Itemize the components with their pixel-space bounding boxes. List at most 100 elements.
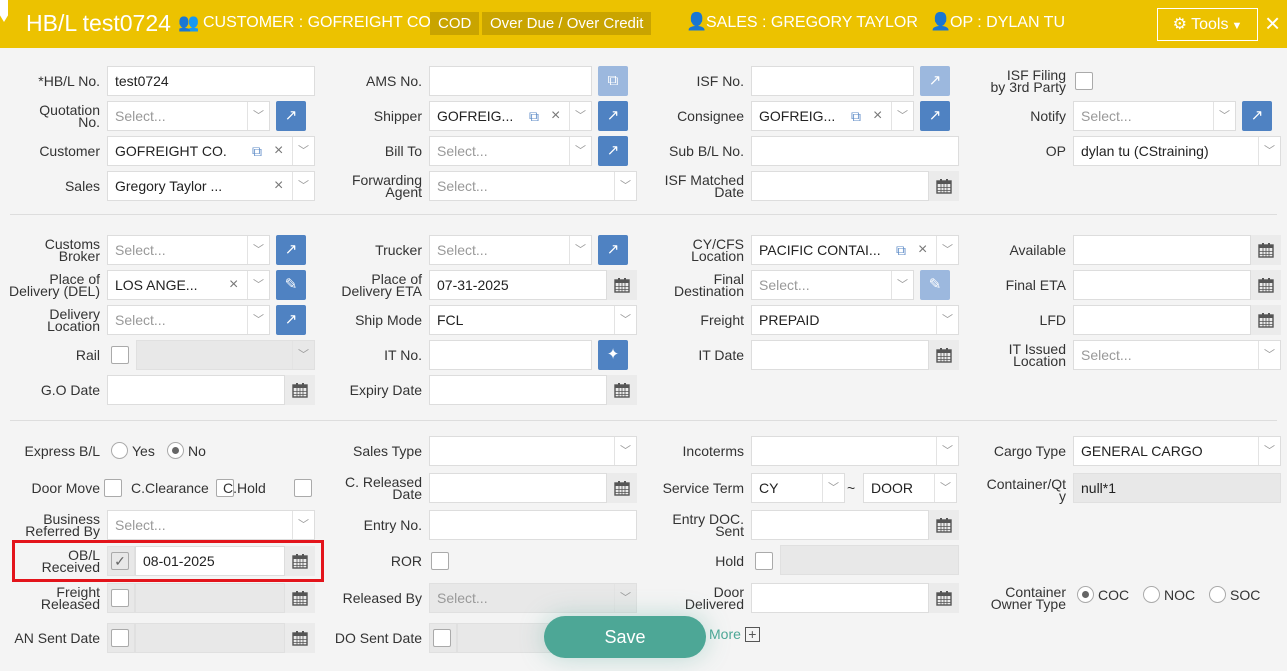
clear-icon[interactable]: × — [873, 107, 883, 124]
notify-arrow-button[interactable]: ↗ — [1242, 101, 1272, 131]
edit-icon[interactable]: ⧉ — [851, 108, 861, 124]
clear-icon[interactable]: × — [229, 276, 239, 293]
chevron-down-icon[interactable]: ﹀ — [934, 474, 956, 502]
g-o-date-date-input[interactable] — [107, 375, 285, 405]
consignee-arrow-button[interactable]: ↗ — [920, 101, 950, 131]
trucker-arrow-button[interactable]: ↗ — [598, 235, 628, 265]
entry-no-input[interactable] — [429, 510, 637, 540]
it-no-wand-button[interactable]: ✦ — [598, 340, 628, 370]
customs-broker-arrow-button[interactable]: ↗ — [276, 235, 306, 265]
sub-b-l-no-input[interactable] — [751, 136, 959, 166]
chevron-down-icon[interactable]: ﹀ — [891, 271, 913, 299]
it-no-input[interactable] — [429, 340, 592, 370]
ams-no-input[interactable] — [429, 66, 592, 96]
chevron-down-icon[interactable]: ﹀ — [569, 137, 591, 165]
clear-icon[interactable]: × — [274, 177, 284, 194]
it-issued-location-select[interactable]: Select... ﹀ — [1073, 340, 1281, 370]
bill-to-arrow-button[interactable]: ↗ — [598, 136, 628, 166]
service-term-to-select[interactable]: DOOR ﹀ — [863, 473, 957, 503]
clear-icon[interactable]: × — [274, 142, 284, 159]
edit-icon[interactable]: ⧉ — [252, 143, 262, 159]
calendar-icon[interactable] — [929, 171, 959, 201]
clear-icon[interactable]: × — [918, 241, 928, 258]
customs-broker-select[interactable]: Select... ﹀ — [107, 235, 270, 265]
calendar-icon[interactable] — [285, 375, 315, 405]
calendar-icon[interactable] — [1251, 235, 1281, 265]
place-of-delivery-eta-date-input[interactable]: 07-31-2025 — [429, 270, 607, 300]
cargo-type-select[interactable]: GENERAL CARGO ﹀ — [1073, 436, 1281, 466]
chevron-down-icon[interactable]: ﹀ — [1258, 341, 1280, 369]
tools-button[interactable]: ⚙ Tools ▼ — [1157, 8, 1258, 41]
calendar-icon[interactable] — [929, 510, 959, 540]
freight-select[interactable]: PREPAID ﹀ — [751, 305, 959, 335]
chevron-down-icon[interactable]: ﹀ — [614, 437, 636, 465]
notify-select[interactable]: Select... ﹀ — [1073, 101, 1236, 131]
rail-checkbox[interactable] — [111, 346, 129, 364]
trucker-select[interactable]: Select... ﹀ — [429, 235, 592, 265]
chevron-down-icon[interactable]: ﹀ — [292, 172, 314, 200]
door-move-checkbox[interactable] — [104, 479, 122, 497]
op-select[interactable]: dylan tu (CStraining) ﹀ — [1073, 136, 1281, 166]
door-delivered-date-input[interactable] — [751, 583, 929, 613]
isf-no-share-button[interactable]: ↗ — [920, 66, 950, 96]
calendar-icon[interactable] — [607, 375, 637, 405]
it-date-date-input[interactable] — [751, 340, 929, 370]
chevron-down-icon[interactable]: ﹀ — [614, 172, 636, 200]
delivery-location-select[interactable]: Select... ﹀ — [107, 305, 270, 335]
chevron-down-icon[interactable]: ﹀ — [247, 271, 269, 299]
save-button[interactable]: Save — [544, 616, 706, 658]
delivery-location-arrow-button[interactable]: ↗ — [276, 305, 306, 335]
calendar-icon[interactable] — [285, 583, 315, 613]
isf-matched-date-date-input[interactable] — [751, 171, 929, 201]
chevron-down-icon[interactable]: ﹀ — [569, 236, 591, 264]
c-hold-checkbox[interactable] — [294, 479, 312, 497]
calendar-icon[interactable] — [929, 583, 959, 613]
chevron-down-icon[interactable]: ﹀ — [936, 236, 958, 264]
hold-checkbox[interactable] — [755, 552, 773, 570]
ob-l-received-checkbox[interactable]: ✓ — [111, 552, 129, 570]
shipper-select[interactable]: GOFREIG... ﹀ × ⧉ — [429, 101, 592, 131]
radio-soc[interactable] — [1209, 586, 1226, 603]
customer-select[interactable]: GOFREIGHT CO. ﹀ × ⧉ — [107, 136, 315, 166]
radio-noc[interactable] — [1143, 586, 1160, 603]
service-term-from-select[interactable]: CY ﹀ — [751, 473, 845, 503]
chevron-down-icon[interactable]: ﹀ — [822, 474, 844, 502]
quotation-no-arrow-button[interactable]: ↗ — [276, 101, 306, 131]
final-destination-select[interactable]: Select... ﹀ — [751, 270, 914, 300]
lfd-date-input[interactable] — [1073, 305, 1251, 335]
close-icon[interactable]: × — [1265, 8, 1281, 38]
calendar-icon[interactable] — [607, 270, 637, 300]
hb-l-no-input[interactable]: test0724 — [107, 66, 315, 96]
final-eta-date-input[interactable] — [1073, 270, 1251, 300]
freight-released-checkbox[interactable] — [111, 589, 129, 607]
expiry-date-date-input[interactable] — [429, 375, 607, 405]
quotation-no-select[interactable]: Select... ﹀ — [107, 101, 270, 131]
final-destination-pencil-button[interactable]: ✎ — [920, 270, 950, 300]
chevron-down-icon[interactable]: ﹀ — [247, 236, 269, 264]
ror-checkbox[interactable] — [431, 552, 449, 570]
consignee-select[interactable]: GOFREIG... ﹀ × ⧉ — [751, 101, 914, 131]
edit-icon[interactable]: ⧉ — [896, 242, 906, 258]
calendar-icon[interactable] — [1251, 305, 1281, 335]
an-sent-date-checkbox[interactable] — [111, 629, 129, 647]
sales-type-select[interactable]: ﹀ — [429, 436, 637, 466]
forwarding-agent-select[interactable]: Select... ﹀ — [429, 171, 637, 201]
business-referred-by-select[interactable]: Select... ﹀ — [107, 510, 315, 540]
do-sent-date-checkbox[interactable] — [433, 629, 451, 647]
chevron-down-icon[interactable]: ﹀ — [1213, 102, 1235, 130]
chevron-down-icon[interactable]: ﹀ — [936, 437, 958, 465]
ship-mode-select[interactable]: FCL ﹀ — [429, 305, 637, 335]
more-link[interactable]: More + — [709, 626, 760, 642]
calendar-icon[interactable] — [285, 546, 315, 576]
chevron-down-icon[interactable]: ﹀ — [292, 511, 314, 539]
isf-filing-by-3rd-party-checkbox[interactable] — [1075, 72, 1093, 90]
bill-to-select[interactable]: Select... ﹀ — [429, 136, 592, 166]
sales-select[interactable]: Gregory Taylor ... ﹀ × — [107, 171, 315, 201]
bookmark-icon[interactable] — [0, 0, 8, 22]
chevron-down-icon[interactable]: ﹀ — [247, 102, 269, 130]
chevron-down-icon[interactable]: ﹀ — [1258, 137, 1280, 165]
entry-doc-sent-date-input[interactable] — [751, 510, 929, 540]
radio-coc[interactable] — [1077, 586, 1094, 603]
chevron-down-icon[interactable]: ﹀ — [936, 306, 958, 334]
chevron-down-icon[interactable]: ﹀ — [292, 137, 314, 165]
